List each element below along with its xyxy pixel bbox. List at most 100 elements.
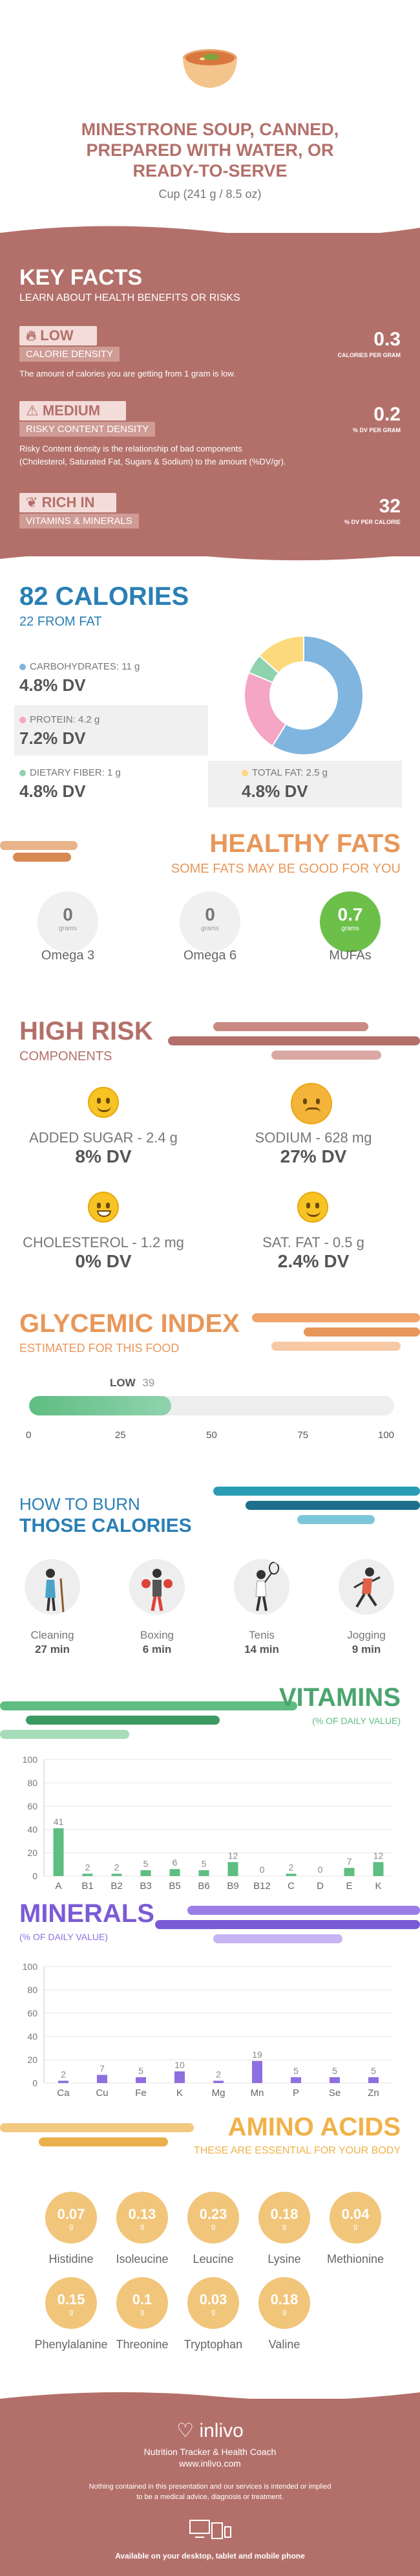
glycemic-title: GLYCEMIC INDEX — [19, 1309, 240, 1338]
category-label: B1 — [81, 1881, 93, 1892]
leaf-icon: ❦ — [26, 494, 38, 510]
y-tick-label: 100 — [23, 1961, 38, 1972]
key-facts-subtitle: LEARN ABOUT HEALTH BENEFITS OR RISKS — [19, 292, 240, 303]
calorie-density-value: 0.3 — [373, 329, 401, 350]
vitamins-subtitle: (% OF DAILY VALUE) — [312, 1716, 401, 1726]
bar — [140, 1870, 151, 1876]
tennis-person-icon — [234, 1559, 289, 1615]
decor-strip — [271, 1342, 401, 1351]
category-label: K — [375, 1881, 381, 1892]
category-label: B12 — [253, 1881, 271, 1892]
glycemic-tick-label: 100 — [377, 1430, 394, 1441]
decor-strip — [155, 1920, 420, 1929]
availability: Available on your desktop, tablet and mo… — [115, 2551, 305, 2560]
bar-value-label: 5 — [143, 1859, 149, 1869]
amino-title: AMINO ACIDS — [227, 2113, 401, 2141]
fiber-dv: 4.8% DV — [19, 781, 86, 801]
tennis-label: Tenis — [249, 1629, 275, 1641]
y-tick-label: 80 — [27, 1778, 37, 1788]
amino-value-circle: 0.18 g — [258, 2277, 310, 2329]
bar — [97, 2075, 107, 2083]
vitamins-density-unit: % DV PER CALORIE — [344, 519, 401, 525]
bar-value-label: 5 — [293, 2066, 299, 2076]
bar-value-label: 5 — [332, 2066, 337, 2076]
category-label: Mg — [212, 2088, 226, 2099]
donut-slice — [271, 635, 364, 756]
bar-value-label: 2 — [85, 1862, 90, 1872]
serving-size: Cup (241 g / 8.5 oz) — [158, 188, 262, 201]
smiley-icon — [297, 1192, 328, 1223]
smiley-icon — [88, 1087, 119, 1118]
risky-density-desc: Risky Content density is the relationshi… — [19, 444, 286, 466]
amino-name-label: Tryptophan — [184, 2338, 243, 2351]
y-tick-label: 60 — [27, 2008, 37, 2018]
cleaning-minutes: 27 min — [35, 1643, 70, 1655]
bar — [227, 1862, 238, 1876]
cleaning-person-icon — [25, 1559, 80, 1615]
devices-icon — [187, 2516, 233, 2542]
carbs-dot — [19, 664, 26, 671]
risky-density-label: RISKY CONTENT DENSITY — [19, 422, 156, 437]
decor-strip — [0, 1730, 129, 1739]
jogging-person-icon — [339, 1559, 394, 1615]
vitamins-density-level: ❦ RICH IN — [19, 493, 116, 512]
amino-name-label: Lysine — [268, 2253, 301, 2265]
boxing-minutes: 6 min — [142, 1643, 172, 1655]
bar — [213, 2080, 224, 2083]
bar — [53, 1828, 64, 1876]
calorie-density-label: CALORIE DENSITY — [19, 347, 120, 362]
amino-name-label: Methionine — [326, 2253, 384, 2265]
bar — [136, 2077, 146, 2083]
bar-value-label: 5 — [371, 2066, 376, 2076]
vitamins-density-label: VITAMINS & MINERALS — [19, 514, 139, 529]
key-facts-title: KEY FACTS — [19, 265, 143, 290]
category-label: B5 — [169, 1881, 180, 1892]
category-label: P — [293, 2088, 299, 2099]
bar — [330, 2077, 340, 2083]
website-link[interactable]: www.inlivo.com — [179, 2458, 241, 2469]
protein-label: PROTEIN: 4.2 g — [19, 714, 100, 725]
vitamins-title: VITAMINS — [278, 1683, 401, 1712]
amino-value-circle: 0.15 g — [45, 2277, 97, 2329]
fat-dv: 4.8% DV — [242, 781, 308, 801]
risky-density-unit: % DV PER GRAM — [352, 427, 401, 433]
sat-fat-dv: 2.4% DV — [277, 1251, 350, 1271]
amino-name-label: Phenylalanine — [34, 2338, 108, 2351]
sat-fat-label: SAT. FAT - 0.5 g — [262, 1234, 364, 1250]
bar — [169, 1869, 180, 1876]
y-tick-label: 0 — [32, 1871, 37, 1881]
protein-dot — [19, 717, 26, 724]
added-sugar-label: ADDED SUGAR - 2.4 g — [29, 1130, 178, 1146]
y-tick-label: 40 — [27, 1824, 37, 1835]
glycemic-tick-label: 25 — [114, 1430, 126, 1441]
bar — [291, 2077, 301, 2083]
bar-value-label: 0 — [260, 1864, 265, 1875]
category-label: Ca — [57, 2088, 70, 2099]
category-label: K — [176, 2088, 183, 2099]
added-sugar-dv: 8% DV — [75, 1146, 132, 1166]
category-label: A — [55, 1881, 61, 1892]
decor-strip — [252, 1313, 420, 1322]
decor-strip — [26, 1716, 220, 1725]
protein-box — [14, 705, 208, 756]
decor-strip — [213, 1022, 368, 1031]
tennis-minutes: 14 min — [244, 1643, 279, 1655]
bar-value-label: 7 — [347, 1856, 352, 1866]
calorie-density-desc: The amount of calories you are getting f… — [19, 369, 236, 378]
food-title-line: MINESTRONE SOUP, CANNED, — [81, 120, 339, 139]
glycemic-tick-label: 75 — [297, 1430, 309, 1441]
amino-value-circle: 0.13 g — [116, 2192, 168, 2243]
burn-title-line1: HOW TO BURN — [19, 1494, 140, 1514]
decor-strip — [168, 1036, 420, 1045]
bar — [58, 2080, 68, 2083]
y-tick-label: 0 — [32, 2078, 37, 2088]
category-label: B6 — [198, 1881, 209, 1892]
y-tick-label: 20 — [27, 2055, 37, 2065]
minerals-subtitle: (% OF DAILY VALUE) — [19, 1932, 108, 1942]
amino-value-circle: 0.1 g — [116, 2277, 168, 2329]
healthy-fats-title: HEALTHY FATS — [209, 829, 401, 858]
cholesterol-dv: 0% DV — [75, 1251, 132, 1271]
macros-donut-chart — [244, 635, 364, 756]
decor-strip — [0, 1701, 297, 1710]
omega6-circle: 0 grams — [180, 891, 240, 952]
